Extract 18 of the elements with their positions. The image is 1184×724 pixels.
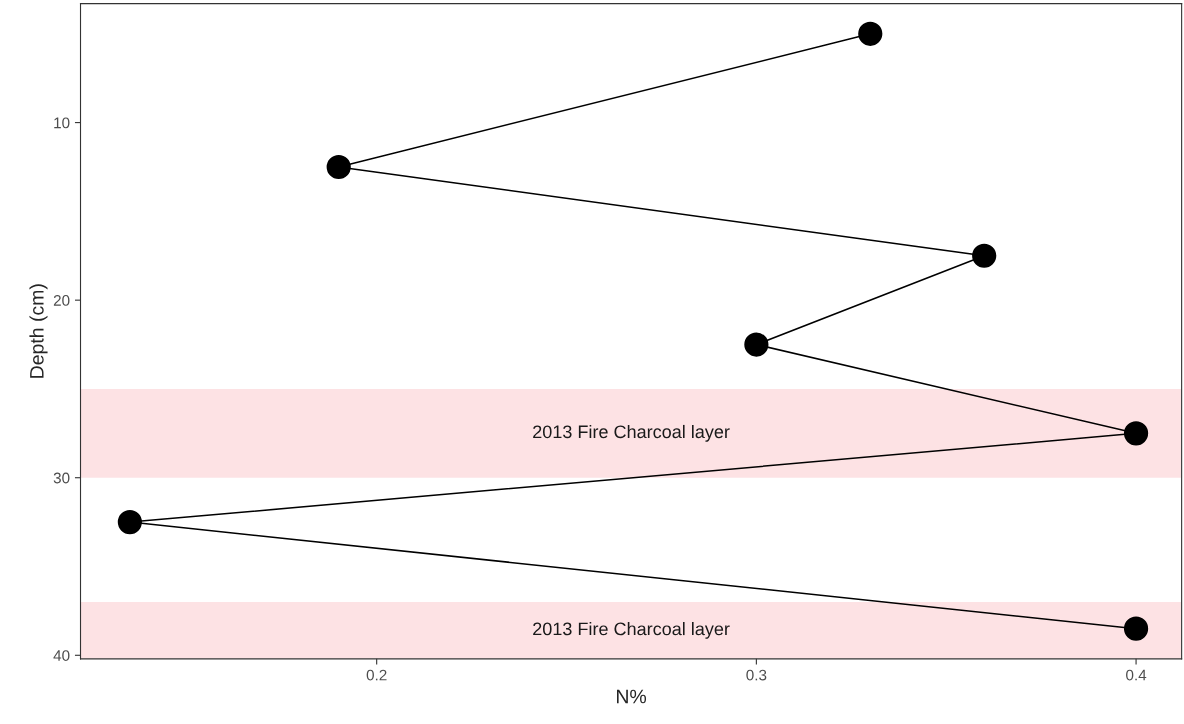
x-tick-label: 0.2 [366, 669, 387, 681]
x-tick-label: 0.3 [746, 669, 767, 681]
point [1123, 421, 1149, 446]
point [1123, 616, 1149, 641]
point [972, 243, 997, 268]
point [117, 510, 142, 535]
point [326, 154, 351, 180]
band-label: 2013 Fire Charcoal layer [533, 424, 730, 442]
x-axis-title: N% [617, 689, 647, 704]
x-tick-label: 0.4 [1126, 669, 1147, 681]
y-tick-label: 10 [54, 117, 70, 129]
point [744, 332, 769, 357]
point [858, 21, 883, 46]
y-axis-title: Depth (cm) [29, 284, 48, 378]
y-tick-label: 30 [53, 472, 70, 484]
y-tick-label: 40 [53, 650, 70, 661]
band-label: 2013 Fire Charcoal layer [533, 622, 730, 639]
y-tick-label: 20 [53, 295, 70, 306]
